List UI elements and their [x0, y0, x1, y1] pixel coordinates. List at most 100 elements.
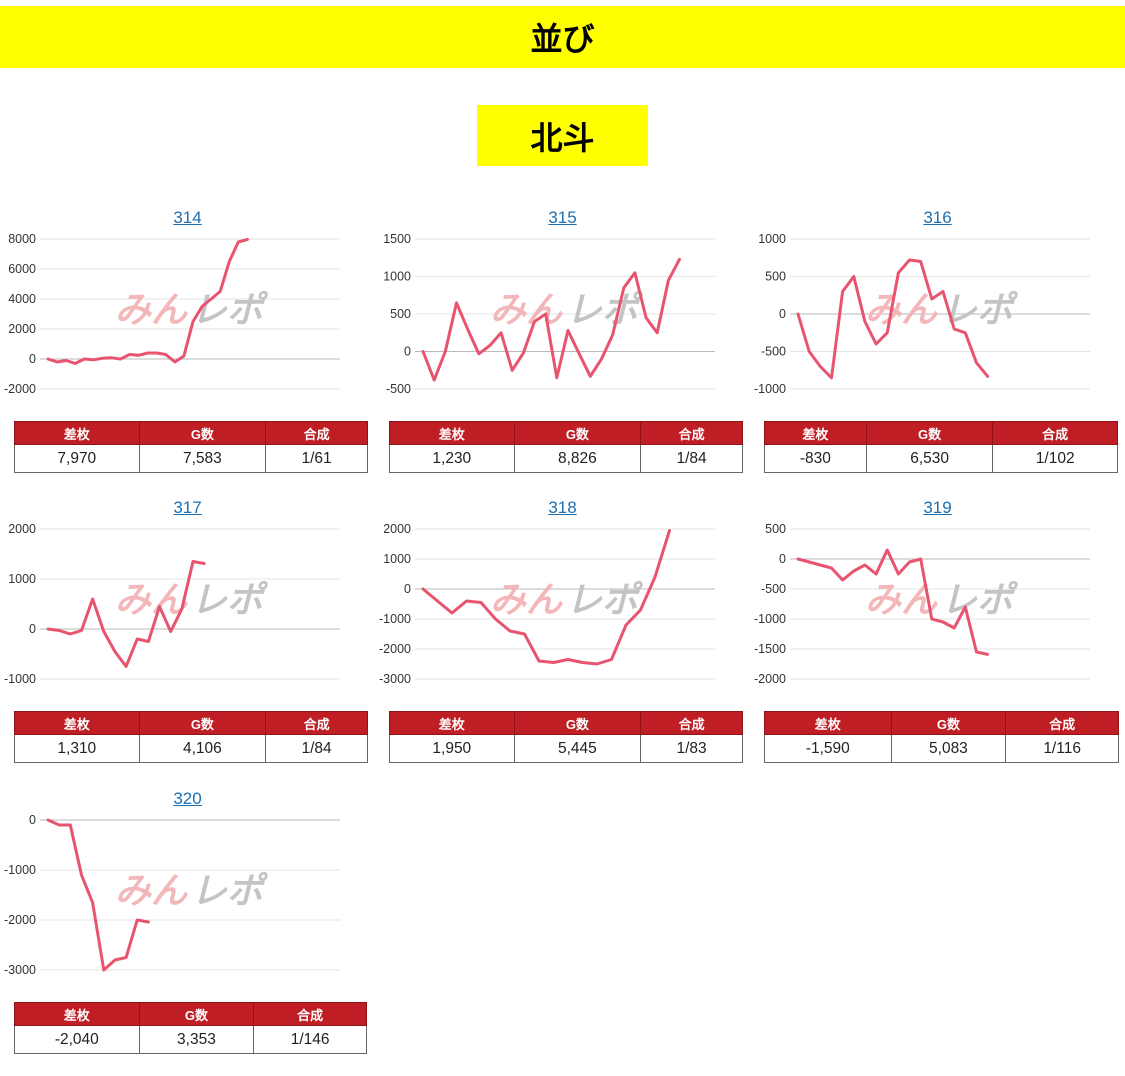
- stats-value-cell: -2,040: [14, 1025, 140, 1054]
- stats-value-cell: 1,950: [389, 734, 515, 763]
- stats-header-cell: G数: [138, 1002, 255, 1026]
- y-tick-label: -500: [761, 345, 786, 359]
- chart-title-link[interactable]: 317: [173, 498, 202, 517]
- stats-value-cell: 1/102: [992, 444, 1118, 473]
- y-tick-label: -2000: [4, 913, 36, 927]
- y-tick-label: 500: [765, 522, 786, 536]
- stats-table: 差枚 G数 合成 -2,040 3,353 1/146: [14, 1002, 367, 1054]
- series-line: [46, 237, 249, 365]
- stats-table: 差枚 G数 合成 1,230 8,826 1/84: [389, 421, 743, 473]
- y-tick-label: 0: [404, 582, 411, 596]
- y-tick-label: -1000: [754, 382, 786, 396]
- y-tick-label: 0: [779, 552, 786, 566]
- stats-header-cell: G数: [890, 711, 1007, 735]
- stats-value-cell: 6,530: [865, 444, 994, 473]
- y-tick-label: 6000: [8, 262, 36, 276]
- y-tick-label: -3000: [379, 672, 411, 686]
- stats-value-cell: 5,083: [890, 734, 1007, 763]
- stats-value-cell: 1/84: [640, 444, 743, 473]
- stats-value-cell: -830: [764, 444, 867, 473]
- chart-panel-318: 318 -3000 -2000 -1000 0 1000 2000 みん レポ 差枚 G数 合成 1,9…: [375, 498, 750, 768]
- stats-header-cell: 合成: [1005, 711, 1119, 735]
- y-tick-label: 0: [404, 345, 411, 359]
- stats-table: 差枚 G数 合成 1,950 5,445 1/83: [389, 711, 743, 763]
- stats-header-cell: 合成: [265, 711, 368, 735]
- stats-value-cell: 3,353: [138, 1025, 255, 1054]
- stats-value-cell: 5,445: [513, 734, 642, 763]
- stats-header-cell: 合成: [253, 1002, 367, 1026]
- stats-header-cell: 差枚: [14, 421, 140, 445]
- stats-table: 差枚 G数 合成 1,310 4,106 1/84: [14, 711, 368, 763]
- stats-header-cell: G数: [138, 421, 267, 445]
- stats-table: 差枚 G数 合成 -1,590 5,083 1/116: [764, 711, 1119, 763]
- stats-value-cell: 1/83: [640, 734, 743, 763]
- watermark-logo: みん レポ: [865, 580, 1019, 621]
- stats-value-cell: 1/146: [253, 1025, 367, 1054]
- y-tick-label: 2000: [383, 522, 411, 536]
- y-tick-label: 1000: [8, 572, 36, 586]
- series-line: [796, 258, 990, 380]
- stats-header-cell: 差枚: [389, 711, 515, 735]
- stats-value-cell: -1,590: [764, 734, 892, 763]
- chart-panel-320: 320 -3000 -2000 -1000 0 みん レポ 差枚 G数 合成 -2,040 3,353…: [0, 789, 375, 1059]
- y-tick-label: -1000: [4, 672, 36, 686]
- stats-value-cell: 7,583: [138, 444, 267, 473]
- watermark-logo: みん レポ: [115, 290, 269, 331]
- series-line: [796, 548, 990, 656]
- stats-value-cell: 1,230: [389, 444, 515, 473]
- y-tick-label: 1000: [383, 270, 411, 284]
- page-title: 並び: [0, 6, 1125, 68]
- y-tick-label: -1000: [754, 612, 786, 626]
- stats-header-cell: G数: [513, 421, 642, 445]
- chart-title-link[interactable]: 315: [548, 208, 577, 227]
- y-tick-label: 2000: [8, 522, 36, 536]
- series-line: [46, 818, 150, 972]
- stats-header-cell: 差枚: [14, 711, 140, 735]
- stats-header-cell: G数: [865, 421, 994, 445]
- y-tick-label: -2000: [379, 642, 411, 656]
- y-tick-label: 2000: [8, 322, 36, 336]
- stats-value-cell: 7,970: [14, 444, 140, 473]
- line-chart: -3000 -2000 -1000 0 1000 2000 みん レポ: [379, 522, 715, 686]
- y-tick-label: 1500: [383, 232, 411, 246]
- watermark-logo: みん レポ: [490, 580, 644, 621]
- line-chart: -3000 -2000 -1000 0 みん レポ: [4, 813, 340, 977]
- stats-header-cell: G数: [513, 711, 642, 735]
- watermark-logo: みん レポ: [115, 580, 269, 621]
- chart-panel-315: 315 -500 0 500 1000 1500 みん レポ 差枚 G数 合成 1,230 8,826 1…: [375, 208, 750, 478]
- chart-title-link[interactable]: 316: [923, 208, 952, 227]
- series-line: [421, 257, 681, 382]
- y-tick-label: -2000: [754, 672, 786, 686]
- stats-value-cell: 1/61: [265, 444, 368, 473]
- y-tick-label: -1500: [754, 642, 786, 656]
- stats-header-cell: 差枚: [14, 1002, 140, 1026]
- chart-title-link[interactable]: 314: [173, 208, 202, 227]
- watermark-logo: みん レポ: [490, 290, 644, 331]
- chart-panel-314: 314 -2000 0 2000 4000 6000 8000 みん レポ 差枚 G数 合成 7,970…: [0, 208, 375, 478]
- y-tick-label: -3000: [4, 963, 36, 977]
- chart-title-link[interactable]: 319: [923, 498, 952, 517]
- stats-header-cell: 差枚: [389, 421, 515, 445]
- machine-name: 北斗: [477, 105, 648, 166]
- line-chart: -500 0 500 1000 1500 みん レポ: [383, 232, 715, 396]
- stats-header-cell: 合成: [992, 421, 1118, 445]
- stats-header-cell: 合成: [640, 711, 743, 735]
- line-chart: -2000 0 2000 4000 6000 8000 みん レポ: [4, 232, 340, 396]
- stats-header-cell: 合成: [640, 421, 743, 445]
- chart-title-link[interactable]: 320: [173, 789, 202, 808]
- y-tick-label: -500: [761, 582, 786, 596]
- stats-table: 差枚 G数 合成 -830 6,530 1/102: [764, 421, 1118, 473]
- chart-title-link[interactable]: 318: [548, 498, 577, 517]
- stats-header-cell: 合成: [265, 421, 368, 445]
- stats-value-cell: 1,310: [14, 734, 140, 763]
- chart-panel-316: 316 -1000 -500 0 500 1000 みん レポ 差枚 G数 合成 -830 6,530 1…: [750, 208, 1125, 478]
- series-line: [421, 529, 671, 666]
- line-chart: -2000 -1500 -1000 -500 0 500 みん レポ: [754, 522, 1090, 686]
- y-tick-label: -1000: [4, 863, 36, 877]
- y-tick-label: 8000: [8, 232, 36, 246]
- stats-value-cell: 8,826: [513, 444, 642, 473]
- stats-header-cell: 差枚: [764, 421, 867, 445]
- stats-table: 差枚 G数 合成 7,970 7,583 1/61: [14, 421, 368, 473]
- y-tick-label: 0: [29, 813, 36, 827]
